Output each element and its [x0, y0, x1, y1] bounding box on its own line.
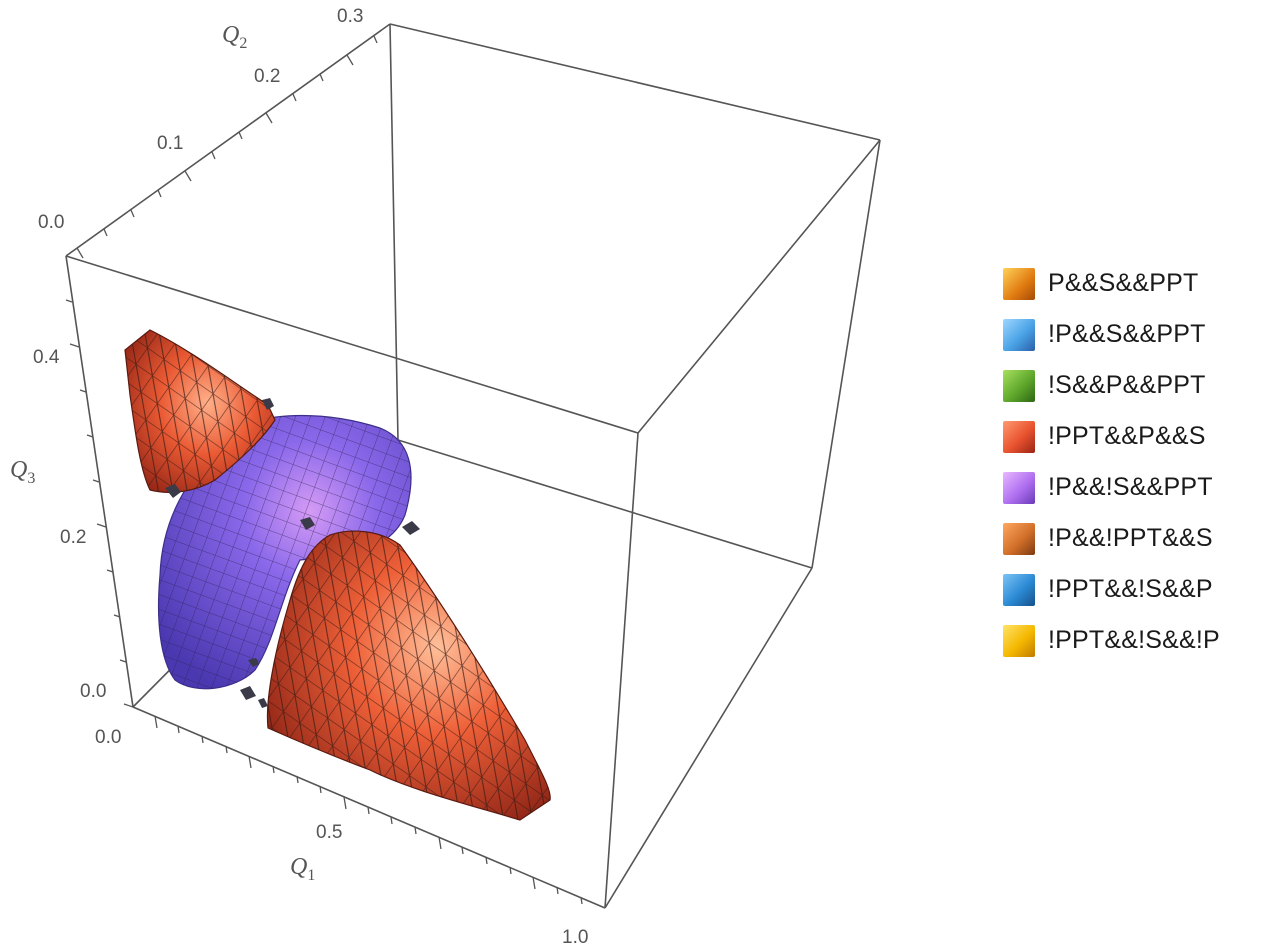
- q1-axis-label: Q1: [290, 854, 315, 884]
- legend-swatch: [1003, 267, 1035, 300]
- legend-label: !PPT&&!S&&P: [1048, 575, 1213, 603]
- purple-region-surface: [157, 414, 412, 690]
- legend-item: !PPT&&!S&&!P: [1003, 615, 1220, 666]
- legend-label: !PPT&&P&&S: [1048, 422, 1206, 450]
- legend-label: !P&&!PPT&&S: [1048, 524, 1213, 552]
- q3-axis-label: Q3: [10, 457, 35, 487]
- legend-item: !P&&!S&&PPT: [1003, 462, 1220, 513]
- q2-tick-1: 0.1: [157, 133, 183, 154]
- legend-swatch: [1003, 624, 1035, 657]
- q1-axis-ticks: [154, 715, 583, 905]
- q3-tick-2: 0.4: [33, 347, 60, 368]
- q2-tick-2: 0.2: [254, 66, 280, 87]
- legend-label: !PPT&&!S&&!P: [1048, 626, 1220, 654]
- legend-item: !PPT&&!S&&P: [1003, 564, 1220, 615]
- legend-label: !S&&P&&PPT: [1048, 371, 1206, 399]
- legend: P&&S&&PPT !P&&S&&PPT !S&&P&&PPT !PPT&&P&…: [1003, 258, 1220, 666]
- q2-tick-0: 0.0: [38, 212, 64, 233]
- q2-axis-ticks: [76, 35, 378, 259]
- legend-item: !S&&P&&PPT: [1003, 360, 1220, 411]
- surface-fragments: [165, 398, 420, 708]
- legend-swatch: [1003, 318, 1035, 351]
- legend-swatch: [1003, 573, 1035, 606]
- legend-swatch: [1003, 522, 1035, 555]
- q2-tick-3: 0.3: [337, 6, 363, 27]
- red-region-upper-surface: [124, 329, 276, 493]
- q1-tick-1: 0.5: [316, 822, 342, 843]
- q3-tick-1: 0.2: [60, 527, 86, 548]
- q1-tick-2: 1.0: [562, 927, 588, 948]
- red-region-lower-surface: [266, 530, 551, 821]
- q1-tick-0: 0.0: [95, 727, 121, 748]
- q2-axis-label: Q2: [222, 22, 247, 52]
- legend-swatch: [1003, 369, 1035, 402]
- legend-swatch: [1003, 471, 1035, 504]
- legend-label: !P&&S&&PPT: [1048, 320, 1206, 348]
- legend-item: !PPT&&P&&S: [1003, 411, 1220, 462]
- legend-item: !P&&S&&PPT: [1003, 309, 1220, 360]
- q3-tick-0: 0.0: [80, 681, 106, 702]
- legend-label: !P&&!S&&PPT: [1048, 473, 1213, 501]
- legend-item: P&&S&&PPT: [1003, 258, 1220, 309]
- legend-item: !P&&!PPT&&S: [1003, 513, 1220, 564]
- legend-label: P&&S&&PPT: [1048, 269, 1199, 297]
- q3-axis-ticks: [65, 299, 134, 708]
- legend-swatch: [1003, 420, 1035, 453]
